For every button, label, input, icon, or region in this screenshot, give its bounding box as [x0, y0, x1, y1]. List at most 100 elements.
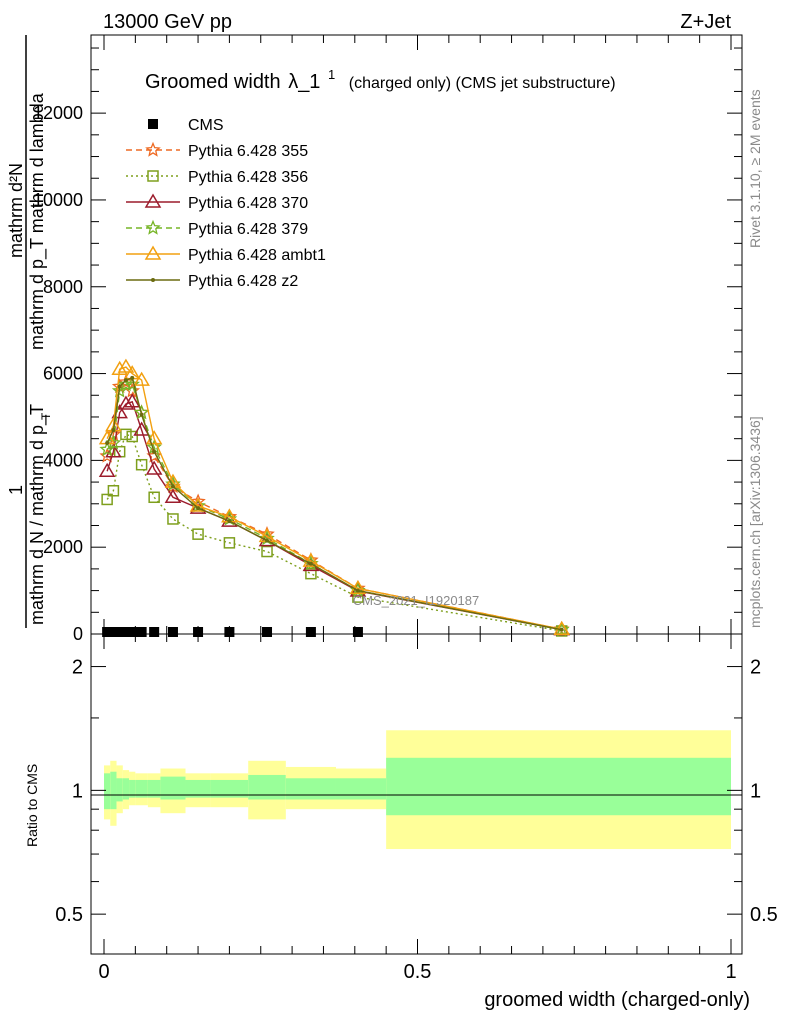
data-point-6-6 [152, 449, 157, 454]
data-point-0-9 [224, 627, 235, 637]
data-point-6-7 [170, 484, 175, 489]
plot-title-main: Groomed width [145, 71, 281, 93]
ratio-ytick-label-left-1: 1 [72, 780, 83, 802]
top-ylabel-line4: mathrm d N / mathrm d p_T [27, 404, 48, 625]
series-line-3 [106, 400, 562, 631]
series-line-2 [106, 433, 562, 632]
data-point-5-3 [117, 358, 135, 373]
data-point-0-2 [114, 627, 125, 637]
ratio-ytick-label-left-0: 0.5 [55, 904, 83, 926]
data-point-3-4 [123, 393, 141, 408]
plot-title-lambda: λ_1 [288, 71, 320, 93]
rivet-label: Rivet 3.1.10, ≥ 2M events [747, 89, 763, 248]
top-ylabel: mathrm d²N mathrm d p_T mathrm d lambda … [6, 35, 53, 628]
ratio-band-inner-9 [210, 779, 249, 798]
data-point-6-0 [105, 441, 110, 446]
legend-label-5: Pythia 6.428 ambt1 [188, 247, 326, 264]
data-point-2-8 [192, 528, 204, 540]
xtick-label-0: 0 [98, 961, 109, 983]
mcplots-label: mcplots.cern.ch [arXiv:1306.3436] [747, 416, 763, 628]
data-point-0-0 [102, 627, 113, 637]
legend-label-2: Pythia 6.428 356 [188, 169, 308, 186]
series-5 [98, 358, 571, 635]
legend-label-6: Pythia 6.428 z2 [188, 273, 298, 290]
data-point-5-2 [111, 360, 128, 375]
data-point-3-0 [98, 462, 116, 477]
plot-title-suffix: (charged only) (CMS jet substructure) [349, 75, 616, 92]
ratio-ytick-label-right-0: 0.5 [750, 904, 778, 926]
data-point-5-13 [553, 620, 571, 635]
series-line-4 [106, 383, 562, 631]
data-point-6-4 [130, 375, 135, 380]
series-6 [105, 375, 564, 632]
legend-label-1: Pythia 6.428 355 [188, 143, 308, 160]
data-point-1-0 [99, 447, 115, 463]
legend-marker-6 [151, 278, 155, 282]
top-ytick-label-6: 12000 [33, 103, 83, 123]
top-ylabel-line1: mathrm d²N [6, 163, 26, 258]
data-point-6-10 [265, 538, 270, 543]
series-line-1 [106, 381, 562, 630]
legend-marker-4 [145, 219, 161, 235]
ratio-ylabel: Ratio to CMS [24, 764, 40, 847]
plot-title-sup: 1 [328, 67, 335, 82]
legend-label-3: Pythia 6.428 370 [188, 195, 308, 212]
legend-label-4: Pythia 6.428 379 [188, 221, 308, 238]
energy-label: 13000 GeV pp [103, 11, 232, 33]
top-ytick-label-3: 6000 [43, 364, 83, 384]
ratio-plot-frame [90, 633, 743, 955]
top-ytick-label-4: 8000 [43, 277, 83, 297]
data-point-0-12 [352, 627, 363, 637]
data-point-5-5 [133, 371, 150, 386]
top-ytick-label-5: 10000 [33, 190, 83, 210]
legend-marker-1 [145, 141, 161, 157]
data-point-1-8 [190, 493, 206, 509]
process-label: Z+Jet [680, 11, 731, 33]
series-line-6 [106, 376, 562, 631]
data-point-6-12 [355, 588, 360, 593]
data-point-2-1 [107, 485, 120, 497]
data-point-0-8 [193, 627, 204, 637]
data-point-2-3 [120, 428, 132, 441]
ratio-band-inner-2 [116, 778, 123, 802]
data-point-2-0 [101, 493, 113, 506]
legend-marker-2 [147, 170, 159, 182]
xtick-label-2: 1 [725, 961, 736, 983]
data-point-0-5 [136, 627, 147, 637]
axis-ticks: 0 2000 4000 6000 8000 10000 12000 0.5 0.5 1 1 2 2 0 0.… [33, 35, 778, 983]
data-point-6-8 [196, 506, 201, 511]
data-point-0-4 [127, 627, 138, 637]
series-2 [101, 428, 568, 637]
top-ylabel-line3: 1 [6, 485, 26, 495]
xtick-label-1: 0.5 [404, 961, 432, 983]
data-point-0-11 [305, 627, 316, 637]
analysis-watermark: CMS_2021_I1920187 [353, 593, 480, 608]
legend-marker-5 [144, 245, 162, 260]
ratio-band-inner-1 [110, 771, 117, 810]
ratio-band-inner-4 [129, 779, 136, 798]
data-point-5-12 [349, 579, 367, 595]
data-point-3-7 [164, 488, 182, 504]
data-point-6-5 [139, 412, 144, 417]
data-point-6-13 [559, 627, 564, 632]
data-point-3-5 [133, 421, 150, 436]
top-ylabel-line2: mathrm d p_T mathrm d lambda [27, 92, 48, 350]
ratio-ytick-label-right-2: 2 [750, 657, 761, 679]
data-point-5-6 [145, 430, 163, 445]
data-point-0-10 [262, 627, 273, 637]
series-4 [99, 376, 570, 637]
top-ytick-label-0: 0 [73, 624, 83, 644]
data-point-0-3 [120, 627, 131, 637]
data-point-2-6 [148, 491, 160, 504]
data-point-0-1 [108, 627, 119, 637]
data-point-5-11 [302, 552, 320, 567]
data-point-2-7 [167, 513, 179, 525]
data-point-2-5 [135, 458, 148, 471]
data-point-6-11 [308, 561, 313, 566]
series-0 [102, 627, 363, 637]
ratio-band-inner-10 [248, 774, 286, 800]
ratio-ytick-label-left-2: 2 [72, 657, 83, 679]
x-axis-label: groomed width (charged-only) [484, 989, 750, 1011]
data-point-2-9 [223, 537, 236, 549]
